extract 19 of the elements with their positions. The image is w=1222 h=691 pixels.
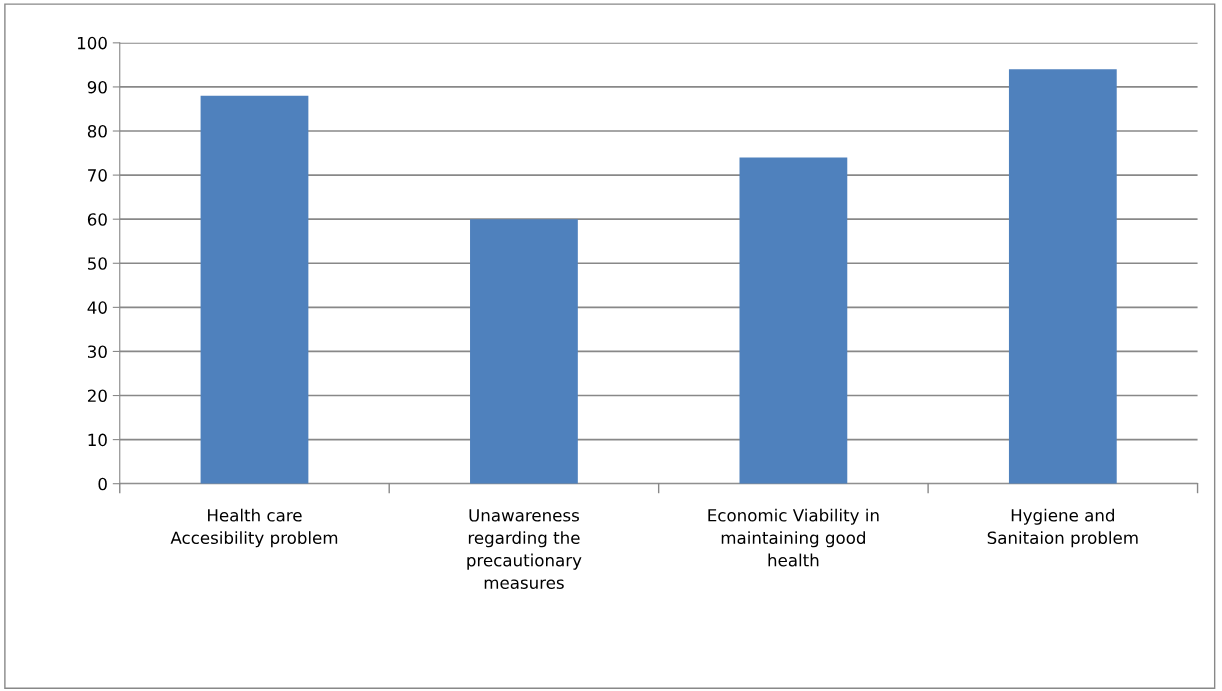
y-tick-label: 70 [88, 169, 107, 182]
bar [1008, 69, 1117, 484]
y-tick-label: 40 [87, 301, 107, 314]
y-tick-label: 30 [88, 345, 107, 359]
bar [739, 157, 848, 484]
bar [470, 219, 578, 484]
y-tick-label: 60 [87, 213, 107, 226]
y-tick-label: 0 [98, 477, 107, 491]
x-tick-label: Hygiene and Sanitaion problem [987, 508, 1138, 548]
y-tick-label: 90 [87, 80, 107, 94]
y-tick-label: 50 [88, 257, 107, 270]
x-tick-label: Economic Viability in maintaining good health [708, 508, 879, 567]
x-tick-label: Unawareness regarding the precautionary measures [467, 509, 582, 589]
y-tick-label: 100 [77, 36, 107, 50]
x-tick-label: Health care Accesibility problem [170, 508, 338, 548]
y-tick-label: 10 [88, 433, 107, 447]
bar [200, 95, 309, 484]
y-tick-label: 80 [87, 124, 107, 138]
y-tick-label: 20 [87, 389, 107, 403]
